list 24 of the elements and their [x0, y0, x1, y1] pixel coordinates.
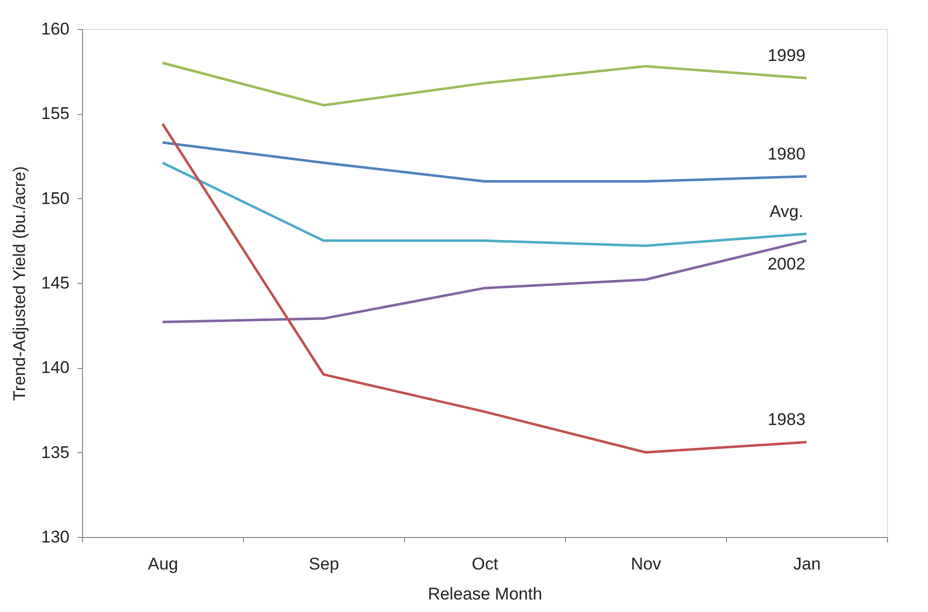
x-tick-label: Aug: [148, 554, 178, 574]
y-tick-label: 135: [41, 442, 70, 462]
y-tick-label: 155: [41, 104, 70, 124]
line-series: [161, 141, 808, 183]
y-tick-label: 140: [41, 358, 70, 378]
x-tick-label: Sep: [308, 554, 340, 574]
y-tick-label: 160: [41, 20, 70, 38]
series-label: Avg.: [770, 202, 804, 221]
line-series: [161, 122, 808, 454]
x-tick-label: Jan: [793, 554, 821, 574]
line-series: [161, 62, 808, 106]
y-axis-title: Trend-Adjusted Yield (bu./acre): [10, 166, 30, 401]
x-axis-title: Release Month: [428, 584, 542, 604]
series-label: 1983: [768, 410, 806, 430]
y-tick-label: 150: [41, 188, 70, 208]
line-series: [161, 162, 808, 247]
x-tick-label: Nov: [630, 554, 662, 574]
y-tick-label: 130: [41, 528, 70, 546]
series-label: 1999: [768, 46, 806, 66]
series-label: 2002: [768, 254, 806, 274]
series-label: 1980: [768, 144, 806, 164]
y-tick-label: 145: [41, 274, 70, 292]
x-tick-label: Oct: [472, 554, 498, 574]
line-series: [161, 239, 808, 324]
